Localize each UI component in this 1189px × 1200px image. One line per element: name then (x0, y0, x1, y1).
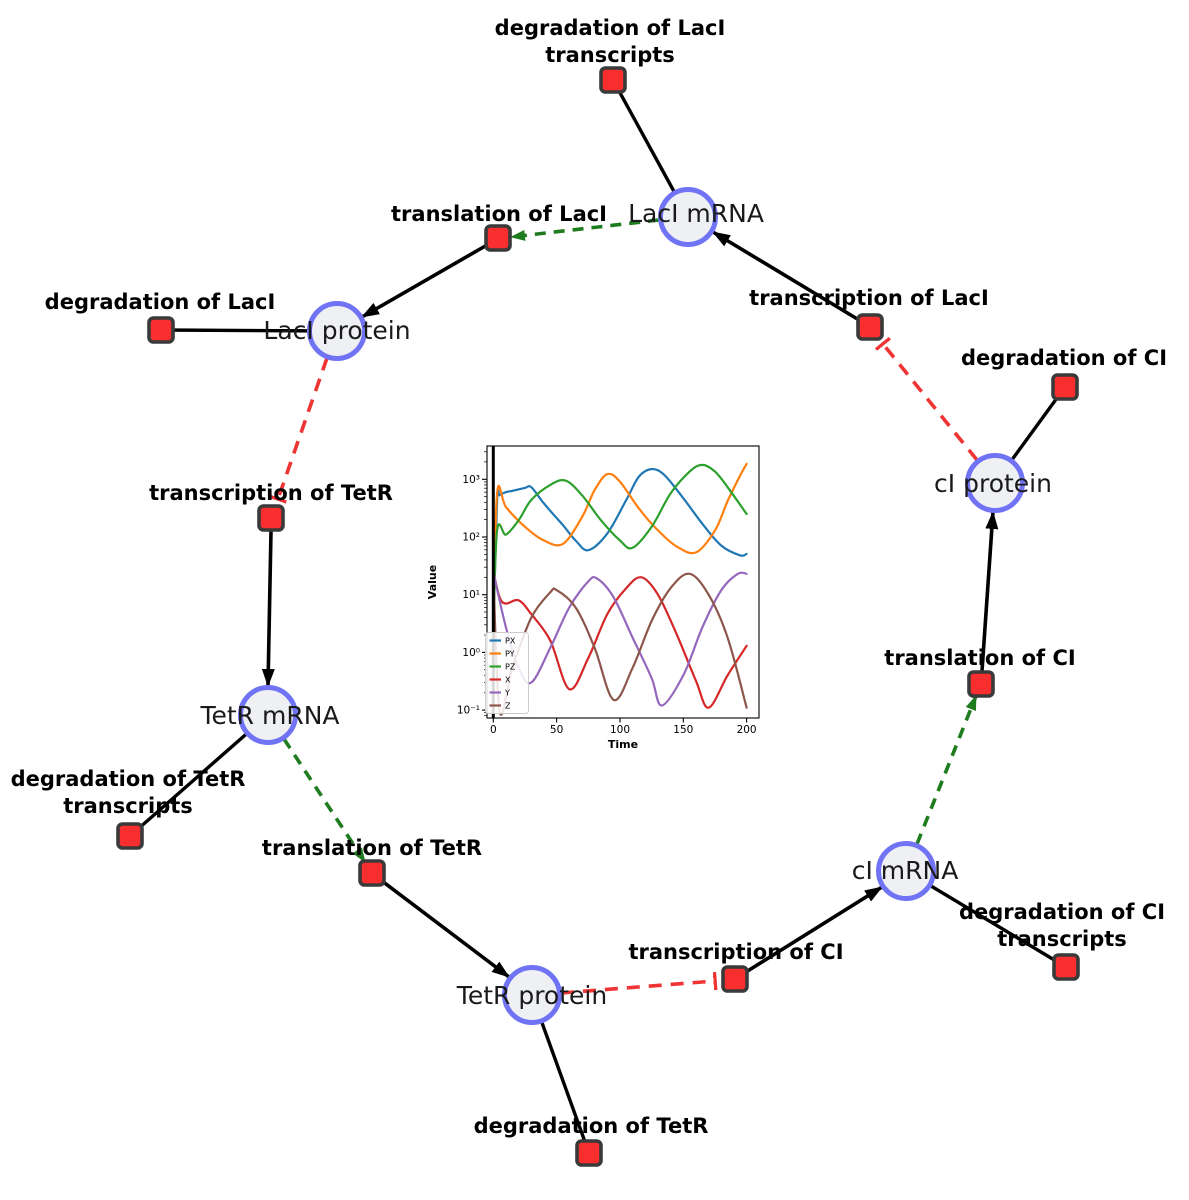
x-tick-150: 150 (673, 724, 693, 736)
reaction-node-translation-of-ci (967, 670, 995, 698)
reaction-label-degradation-of-tetr-transcripts-line2: transcripts (63, 794, 193, 818)
reaction-label-degradation-of-ci-transcripts-line1: degradation of CI (959, 900, 1165, 924)
reaction-node-degradation-of-ci-transcripts (1052, 953, 1080, 981)
reaction-label-transcription-of-tetr: transcription of TetR (149, 481, 393, 505)
reaction-node-transcription-of-laci (856, 313, 884, 341)
legend-label-px: PX (505, 636, 516, 645)
series-line-x (492, 570, 748, 709)
plot-background (487, 446, 759, 718)
species-node-laci-protein (307, 301, 367, 361)
series-line-pz (492, 463, 748, 637)
species-node-ci-protein (965, 453, 1025, 513)
edge-transcription-of-laci-to-laci-mrna (712, 230, 860, 322)
reaction-label-degradation-of-tetr: degradation of TetR (474, 1114, 709, 1138)
inset-chart: 0 50 100 150 200 10⁻¹ 10⁰ 10¹ 10² 10³ Ti… (426, 445, 760, 751)
legend-label-z: Z (505, 701, 511, 710)
label-layer: LacI mRNA LacI protein TetR mRNA TetR pr… (11, 16, 1167, 1138)
series-line-px (492, 467, 748, 637)
reaction-node-translation-of-laci (484, 224, 512, 252)
y-axis-ticks: 10⁻¹ 10⁰ 10¹ 10² 10³ (457, 451, 487, 717)
reaction-node-degradation-of-tetr-transcripts (116, 822, 144, 850)
edge-laci-protein-inhibits-transcription-of-tetr (278, 357, 329, 499)
y-axis-label: Value (426, 565, 439, 599)
reaction-node-layer (116, 66, 1080, 1167)
reaction-label-translation-of-tetr: translation of TetR (262, 836, 482, 860)
edge-tetr-mrna-modifier-translation-of-tetr (282, 738, 367, 863)
edge-tetr-mrna-to-degradation-of-tetr-transcripts (128, 713, 270, 838)
edge-translation-of-ci-to-ci-protein (980, 511, 999, 672)
y-tick-1e1: 10¹ (462, 589, 480, 601)
species-label-tetr-protein: TetR protein (456, 981, 607, 1010)
edge-layer (128, 79, 1067, 1154)
species-node-layer (238, 187, 1025, 1025)
y-tick-1e3: 10³ (462, 474, 480, 486)
x-tick-100: 100 (610, 724, 630, 736)
reaction-label-transcription-of-laci: transcription of LacI (749, 286, 989, 310)
y-tick-1e-1: 10⁻¹ (457, 705, 480, 717)
reaction-node-degradation-of-laci-transcripts (599, 66, 627, 94)
reaction-node-degradation-of-tetr (575, 1139, 603, 1167)
edge-ci-protein-inhibits-transcription-of-laci (883, 344, 979, 462)
x-axis-label: Time (608, 738, 638, 751)
x-tick-200: 200 (737, 724, 757, 736)
edge-laci-mrna-modifier-translation-of-laci (510, 218, 660, 241)
reaction-label-degradation-of-ci-transcripts-line2: transcripts (997, 927, 1127, 951)
reaction-node-transcription-of-ci (721, 965, 749, 993)
plot-border (486, 445, 760, 719)
species-node-laci-mrna (658, 187, 718, 247)
edge-transcription-of-ci-to-ci-mrna (745, 885, 883, 974)
reaction-label-degradation-of-laci-transcripts-line1: degradation of LacI (495, 16, 726, 40)
reaction-node-degradation-of-laci (147, 316, 175, 344)
reaction-node-degradation-of-ci (1051, 373, 1079, 401)
reaction-label-degradation-of-laci: degradation of LacI (45, 290, 276, 314)
species-node-ci-mrna (876, 841, 936, 901)
edge-tetr-protein-inhibits-transcription-of-ci (560, 981, 715, 995)
species-node-tetr-protein (502, 965, 562, 1025)
y-tick-1e2: 10² (462, 532, 480, 544)
legend-label-py: PY (505, 649, 515, 658)
reaction-label-degradation-of-laci-transcripts-line2: transcripts (545, 43, 675, 67)
chart-legend: PX PY PZ X Y Z (485, 632, 529, 714)
y-tick-1e0: 10⁰ (462, 647, 480, 659)
reaction-label-degradation-of-tetr-transcripts-line1: degradation of TetR (11, 767, 246, 791)
reaction-label-transcription-of-ci: transcription of CI (628, 940, 843, 964)
edge-translation-of-laci-to-laci-protein (361, 243, 488, 319)
species-label-laci-mrna: LacI mRNA (628, 199, 764, 228)
edge-ci-mrna-modifier-translation-of-ci (915, 695, 978, 845)
species-node-tetr-mrna (238, 685, 298, 745)
reaction-node-translation-of-tetr (358, 859, 386, 887)
reaction-node-transcription-of-tetr (257, 504, 285, 532)
x-tick-50: 50 (550, 724, 563, 736)
x-axis-ticks: 0 50 100 150 200 (490, 718, 757, 736)
legend-label-x: X (505, 675, 511, 684)
reaction-label-translation-of-laci: translation of LacI (391, 202, 607, 226)
x-tick-0: 0 (490, 724, 497, 736)
reaction-label-translation-of-ci: translation of CI (884, 646, 1075, 670)
edge-ci-mrna-to-degradation-of-ci-transcripts (905, 869, 1067, 969)
species-label-tetr-mrna: TetR mRNA (199, 701, 339, 730)
legend-label-pz: PZ (505, 662, 516, 671)
reaction-label-degradation-of-ci: degradation of CI (961, 346, 1167, 370)
species-label-ci-protein: cI protein (934, 469, 1052, 498)
edge-transcription-of-tetr-to-tetr-mrna (261, 530, 275, 687)
species-label-ci-mrna: cI mRNA (852, 856, 959, 885)
species-label-laci-protein: LacI protein (263, 316, 410, 345)
legend-label-y: Y (504, 688, 510, 697)
edge-translation-of-tetr-to-tetr-protein (380, 879, 511, 979)
series-line-py (492, 462, 748, 637)
